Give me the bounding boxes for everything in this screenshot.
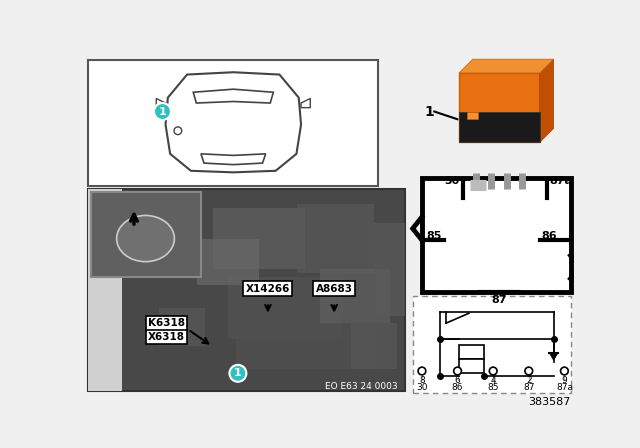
Polygon shape [156,99,166,108]
Bar [459,112,540,142]
Bar [88,60,378,186]
Bar [159,308,205,346]
Text: 86: 86 [541,231,557,241]
Bar [91,192,201,277]
Text: 8: 8 [419,376,425,385]
Bar [374,223,405,315]
Ellipse shape [116,215,174,262]
Polygon shape [166,72,301,172]
Circle shape [561,367,568,375]
Text: 6: 6 [454,376,460,385]
Polygon shape [540,59,554,142]
Bar [88,189,122,391]
Circle shape [154,103,171,120]
Text: 30: 30 [416,383,428,392]
Bar [459,73,540,142]
Text: 85: 85 [427,231,442,241]
Text: X14266: X14266 [246,284,290,293]
Polygon shape [459,59,554,73]
Circle shape [418,367,426,375]
Text: A8683: A8683 [316,284,353,293]
Text: X6318: X6318 [148,332,185,342]
Text: 9: 9 [561,376,567,385]
Bar [228,277,344,339]
Text: 4: 4 [490,376,496,385]
Circle shape [230,365,246,382]
Text: 1: 1 [159,107,166,116]
Bar [297,204,374,273]
Bar [467,112,478,119]
Bar [212,208,305,269]
Circle shape [454,367,461,375]
Polygon shape [201,154,266,165]
Polygon shape [301,99,310,108]
Text: 1: 1 [425,104,435,119]
Circle shape [174,127,182,134]
Bar [351,323,397,370]
Polygon shape [549,353,558,360]
Text: 85: 85 [488,383,499,392]
Text: 30: 30 [444,176,460,186]
Bar [422,178,570,293]
Bar [459,359,484,373]
Bar [320,269,390,323]
Circle shape [490,367,497,375]
Text: K6318: K6318 [148,318,185,328]
Bar [413,296,570,392]
Bar [236,323,374,370]
Bar [88,189,405,391]
Text: 87a: 87a [550,176,573,186]
Text: 87a: 87a [556,383,573,392]
Text: 383587: 383587 [528,397,570,407]
Circle shape [525,367,532,375]
Text: 1: 1 [234,368,242,378]
Text: EO E63 24 0003: EO E63 24 0003 [324,382,397,391]
Bar [197,238,259,285]
Text: 87: 87 [491,295,507,305]
Polygon shape [193,89,273,103]
Text: 86: 86 [452,383,463,392]
Text: 2: 2 [526,376,532,385]
Text: 87: 87 [523,383,534,392]
Bar [459,345,484,359]
